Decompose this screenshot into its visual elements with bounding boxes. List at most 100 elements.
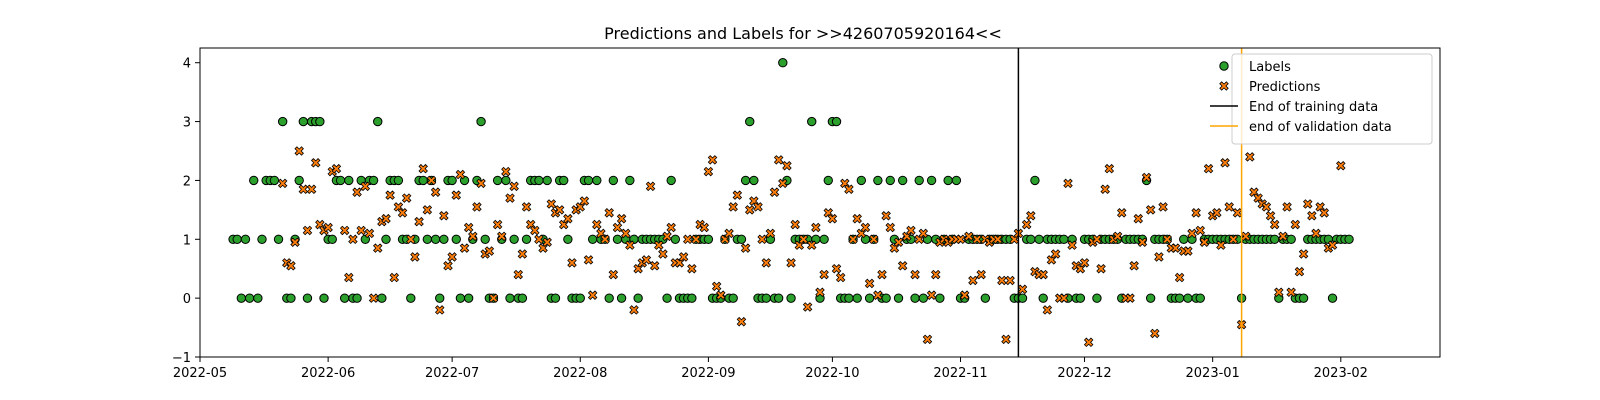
prediction-point [418,163,428,174]
prediction-point [1137,237,1148,247]
label-point [852,293,862,303]
prediction-point [505,193,515,203]
prediction-point [1150,328,1160,339]
label-point [542,175,552,186]
prediction-point [616,213,627,224]
prediction-point [1183,246,1193,256]
prediction-point [893,237,904,247]
prediction-point [426,175,437,186]
legend-marker-predictions [1219,81,1229,91]
prediction-point [1050,249,1061,259]
label-point [1030,175,1040,186]
prediction-point [1265,210,1276,221]
prediction-point [579,196,590,206]
label-point [269,175,280,186]
prediction-point [955,234,966,245]
prediction-point [1319,208,1330,218]
prediction-point [381,213,391,224]
label-point [885,175,895,186]
prediction-point [587,290,598,300]
prediction-point [277,178,288,189]
label-point [608,175,619,186]
prediction-point [472,202,482,212]
prediction-point [666,222,676,233]
prediction-point [443,261,453,271]
prediction-point [641,255,652,265]
prediction-point [455,169,466,180]
prediction-point [509,181,519,192]
label-point [430,234,441,244]
prediction-point [344,272,354,283]
label-point [273,234,284,244]
prediction-point [521,202,532,212]
prediction-point [310,158,321,168]
prediction-point [1336,160,1346,171]
prediction-point [451,190,462,200]
prediction-point [1005,275,1015,286]
legend: Labels Predictions End of training data end… [1210,53,1433,145]
axis-ticks: 2022-05 2022-06 2022-07 2022-08 2022-09 2022-… [172,57,1368,381]
prediction-point [1021,219,1032,230]
prediction-point [629,305,639,315]
prediction-point [819,269,829,280]
label-point [612,234,623,244]
chart-title: Predictions and Labels for >>42607059201… [604,24,1002,43]
label-point [339,293,350,303]
label-point [1145,293,1156,303]
label-point [1269,234,1280,244]
prediction-point [765,228,776,239]
prediction-point [439,210,449,221]
legend-label: Predictions [1249,80,1321,95]
x-tick-label: 2022-10 [805,366,859,381]
prediction-point [773,155,784,165]
label-point [587,234,598,244]
prediction-point [959,290,970,300]
plot-frame [199,47,1441,358]
prediction-point [992,234,1003,245]
prediction-point [897,261,908,271]
label-point [521,234,532,244]
label-point [773,293,784,303]
label-point [807,116,817,127]
prediction-point [434,305,445,315]
prediction-point [881,210,891,221]
prediction-point [542,237,552,247]
label-point [831,116,842,127]
label-point [476,116,486,127]
prediction-point [968,275,978,286]
label-point [422,234,433,244]
label-point [517,293,528,303]
label-point [819,234,829,244]
label-point [236,293,247,303]
label-point [1183,293,1193,303]
label-point [418,175,428,186]
prediction-point [716,290,726,300]
prediction-point [1059,293,1069,303]
label-point [244,293,255,303]
prediction-point [1100,184,1110,195]
prediction-point [654,240,664,250]
label-point [943,175,953,186]
label-point [335,175,346,186]
prediction-point [662,231,672,242]
prediction-point [1311,228,1321,239]
x-tick-label: 2022-06 [301,366,355,381]
prediction-point [728,202,738,212]
prediction-point [1224,202,1234,212]
prediction-point [1026,210,1036,221]
prediction-point [757,234,767,245]
prediction-point [1203,163,1214,174]
prediction-point [1063,178,1073,189]
prediction-point [323,222,333,233]
label-point [1017,293,1028,303]
label-point [393,175,404,186]
prediction-point [1228,234,1239,245]
prediction-point [811,222,821,233]
label-point [616,293,627,303]
y-tick-label: 0 [183,292,191,307]
prediction-point [806,240,817,250]
label-point [455,293,466,303]
prediction-point [1116,208,1127,218]
prediction-point [918,228,929,239]
label-point [352,293,362,303]
